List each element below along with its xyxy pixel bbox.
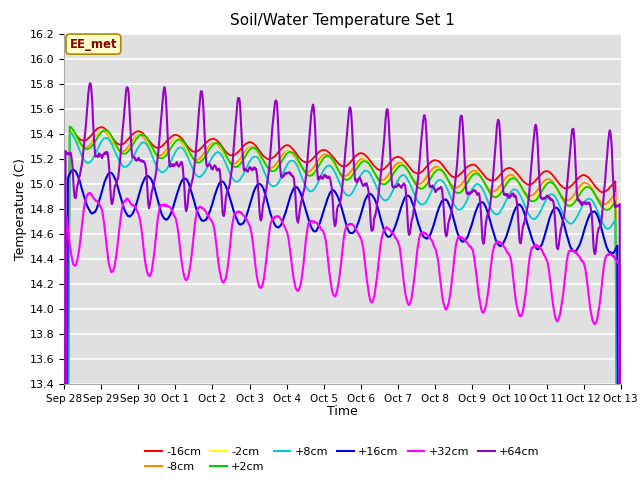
Line: +16cm: +16cm (64, 169, 621, 480)
+8cm (184, 155, 192, 161)
+2cm (429, 171, 437, 177)
+32cm (184, 274, 192, 279)
-2cm (66, 125, 74, 131)
Line: +64cm: +64cm (64, 83, 621, 384)
+16cm (171, 199, 179, 204)
+8cm (66, 130, 74, 136)
+16cm (184, 179, 192, 185)
+32cm (429, 240, 437, 246)
+16cm (551, 205, 559, 211)
+64cm (86, 80, 94, 86)
-8cm (171, 137, 179, 143)
Text: EE_met: EE_met (70, 37, 117, 50)
-16cm (97, 124, 104, 130)
Line: -8cm: -8cm (64, 129, 621, 480)
-8cm (66, 126, 74, 132)
+32cm (551, 313, 559, 319)
-2cm (551, 184, 559, 190)
+8cm (502, 198, 509, 204)
-8cm (551, 182, 559, 188)
+16cm (429, 224, 437, 230)
-8cm (184, 150, 192, 156)
+32cm (171, 214, 179, 219)
+16cm (246, 199, 254, 205)
-8cm (502, 175, 509, 180)
-8cm (246, 144, 254, 150)
+2cm (171, 140, 179, 145)
-2cm (429, 169, 437, 175)
+32cm (502, 247, 509, 252)
Line: +2cm: +2cm (64, 127, 621, 480)
Legend: -16cm, -8cm, -2cm, +2cm, +8cm, +16cm, +32cm, +64cm: -16cm, -8cm, -2cm, +2cm, +8cm, +16cm, +3… (141, 442, 544, 477)
-16cm (184, 144, 192, 150)
+32cm (85, 190, 93, 196)
Line: +8cm: +8cm (64, 133, 621, 480)
+2cm (551, 183, 559, 189)
-16cm (429, 157, 437, 163)
+64cm (617, 381, 625, 387)
-2cm (502, 179, 509, 185)
X-axis label: Time: Time (327, 405, 358, 418)
+2cm (184, 146, 192, 152)
Line: -16cm: -16cm (64, 127, 621, 480)
+8cm (246, 157, 254, 163)
+8cm (171, 150, 179, 156)
Y-axis label: Temperature (C): Temperature (C) (13, 158, 27, 260)
+16cm (70, 167, 77, 172)
+2cm (66, 124, 74, 130)
+32cm (246, 226, 254, 231)
-16cm (246, 139, 254, 145)
-8cm (429, 166, 437, 171)
+2cm (502, 182, 509, 188)
Line: -2cm: -2cm (64, 128, 621, 480)
+64cm (429, 184, 437, 190)
-16cm (502, 166, 509, 172)
+2cm (246, 146, 254, 152)
+64cm (171, 162, 179, 168)
+64cm (246, 165, 254, 171)
Line: +32cm: +32cm (64, 193, 621, 480)
+64cm (184, 194, 192, 200)
+16cm (502, 235, 509, 240)
-2cm (171, 137, 179, 143)
+64cm (502, 192, 509, 198)
+8cm (551, 193, 559, 199)
-16cm (551, 175, 559, 181)
-2cm (246, 145, 254, 151)
Title: Soil/Water Temperature Set 1: Soil/Water Temperature Set 1 (230, 13, 455, 28)
-16cm (171, 132, 179, 138)
+64cm (60, 381, 68, 387)
+8cm (429, 185, 437, 191)
-2cm (184, 149, 192, 155)
+64cm (551, 216, 559, 222)
